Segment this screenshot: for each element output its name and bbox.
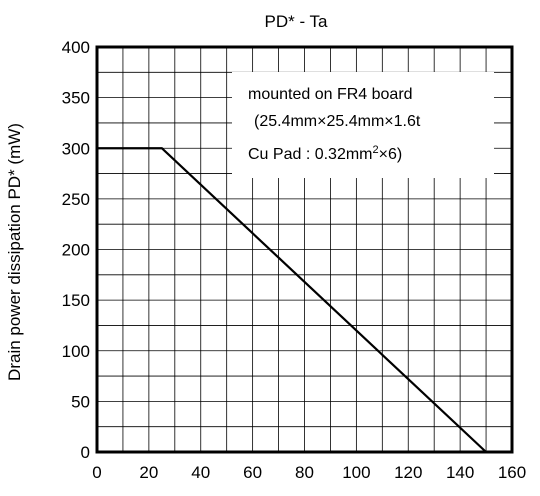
y-tick-label: 100 bbox=[62, 342, 90, 361]
y-tick-label: 200 bbox=[62, 241, 90, 260]
plot-frame bbox=[95, 45, 514, 454]
annotation-line-1: mounted on FR4 board bbox=[248, 86, 413, 103]
y-tick-label: 0 bbox=[81, 443, 90, 462]
annotation-line-3-prefix: Cu Pad : 0.32mm bbox=[248, 146, 373, 163]
annotation-line-3-sup: 2 bbox=[373, 144, 379, 156]
y-tick-labels: 0 50 100 150 200 250 300 350 400 bbox=[62, 38, 90, 462]
x-tick-label: 40 bbox=[191, 463, 210, 482]
x-tick-label: 100 bbox=[342, 463, 370, 482]
x-tick-label: 0 bbox=[92, 463, 101, 482]
x-tick-labels: 0 20 40 60 80 100 120 140 160 bbox=[92, 463, 526, 482]
y-tick-label: 50 bbox=[71, 392, 90, 411]
y-axis-label: Drain power dissipation PD* (mW) bbox=[5, 123, 24, 381]
annotation-line-2: (25.4mm×25.4mm×1.6t bbox=[254, 113, 421, 130]
y-tick-label: 250 bbox=[62, 190, 90, 209]
chart-title: PD* - Ta bbox=[265, 12, 329, 31]
x-tick-label: 80 bbox=[295, 463, 314, 482]
x-tick-label: 140 bbox=[446, 463, 474, 482]
annotation-line-3-suffix: ×6) bbox=[379, 146, 403, 163]
y-tick-label: 300 bbox=[62, 139, 90, 158]
y-tick-label: 150 bbox=[62, 291, 90, 310]
series-line-pd-derating bbox=[97, 147, 487, 453]
y-tick-label: 350 bbox=[62, 89, 90, 108]
y-tick-label: 400 bbox=[62, 38, 90, 57]
x-tick-label: 160 bbox=[498, 463, 526, 482]
series-layer bbox=[97, 147, 487, 453]
x-tick-label: 120 bbox=[394, 463, 422, 482]
annotation-box: mounted on FR4 board (25.4mm×25.4mm×1.6t… bbox=[232, 72, 494, 178]
annotation-line-3: Cu Pad : 0.32mm2×6) bbox=[248, 144, 402, 163]
x-tick-label: 60 bbox=[243, 463, 262, 482]
x-tick-label: 20 bbox=[139, 463, 158, 482]
